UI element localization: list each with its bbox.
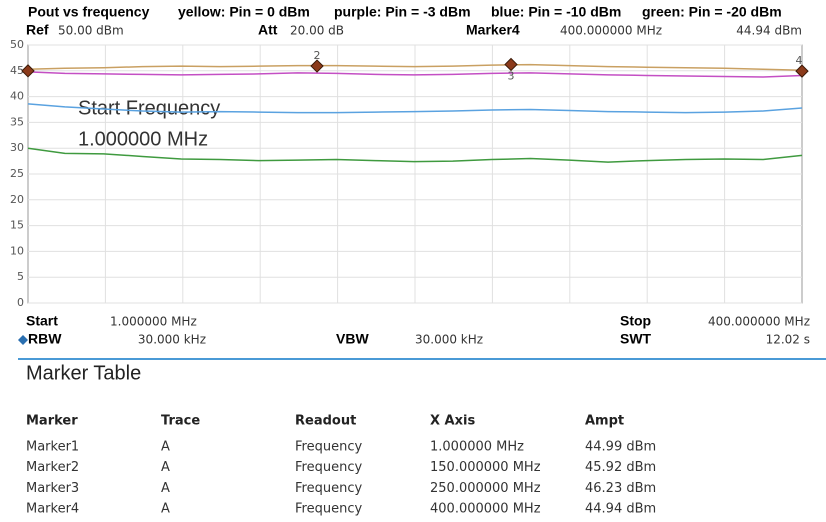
rbw-value: 30.000 kHz [138,333,206,347]
table-cell: 45.92 dBm [585,460,656,475]
table-cell: Marker4 [26,502,79,517]
table-cell: A [161,460,170,475]
table-cell: A [161,481,170,496]
table-cell: Marker3 [26,481,79,496]
rbw-icon [18,335,28,345]
rbw-label: RBW [28,331,62,347]
table-title: Marker Table [26,362,141,384]
marker-diamond [504,57,518,72]
table-header: Readout [295,414,356,429]
ref-label: Ref [26,22,49,38]
start-value: 1.000000 MHz [110,315,197,329]
legend-entry: purple: Pin = -3 dBm [334,4,471,20]
start-label: Start [26,313,58,329]
y-tick-label: 45 [10,64,24,77]
y-tick-label: 40 [10,90,24,103]
annotation: 1.000000 MHz [78,128,208,150]
vbw-label: VBW [336,331,369,347]
table-cell: Marker1 [26,440,79,455]
y-tick-label: 5 [17,270,24,283]
table-cell: 44.94 dBm [585,502,656,517]
table-header: Trace [161,414,200,429]
table-cell: Frequency [295,481,362,496]
table-cell: A [161,440,170,455]
y-tick-label: 15 [10,219,24,232]
y-tick-label: 10 [10,244,24,257]
legend-entry: blue: Pin = -10 dBm [491,4,621,20]
vbw-value: 30.000 kHz [415,333,483,347]
y-tick-label: 50 [10,38,24,51]
stop-value: 400.000000 MHz [708,315,810,329]
y-tick-label: 25 [10,167,24,180]
trace-line [27,71,803,78]
table-cell: 150.000000 MHz [430,460,541,475]
table-cell: A [161,502,170,517]
marker-y: 44.94 dBm [736,24,802,38]
y-tick-label: 0 [17,296,24,309]
y-tick-label: 30 [10,141,24,154]
table-cell: Frequency [295,460,362,475]
table-cell: Marker2 [26,460,79,475]
table-header: Ampt [585,414,624,429]
marker-number: 3 [508,69,515,82]
att-value: 20.00 dB [290,24,344,38]
table-cell: 250.000000 MHz [430,481,541,496]
table-cell: 46.23 dBm [585,481,656,496]
table-cell: Frequency [295,502,362,517]
swt-value: 12.02 s [766,333,810,347]
chart-title: Pout vs frequency [28,4,150,20]
legend-entry: green: Pin = -20 dBm [642,4,782,20]
marker-diamond [795,64,809,78]
table-cell: 400.000000 MHz [430,502,541,517]
trace-line [27,63,803,72]
annotation: Start Frequency [78,97,220,119]
table-header: X Axis [430,414,475,429]
legend-entry: yellow: Pin = 0 dBm [178,4,310,20]
marker-label: Marker4 [466,22,520,38]
marker-number: 4 [796,54,803,67]
ref-value: 50.00 dBm [58,24,124,38]
table-cell: 44.99 dBm [585,440,656,455]
att-label: Att [258,22,278,38]
swt-label: SWT [620,331,652,347]
table-cell: Frequency [295,440,362,455]
table-header: Marker [26,414,78,429]
marker-diamond [21,64,35,78]
y-tick-label: 20 [10,193,24,206]
marker-number: 2 [314,49,321,62]
trace-line [27,103,803,114]
y-tick-label: 35 [10,115,24,128]
marker-x: 400.000000 MHz [560,24,662,38]
table-cell: 1.000000 MHz [430,440,524,455]
marker-diamond [310,59,324,73]
stop-label: Stop [620,313,651,329]
trace-line [27,147,803,163]
